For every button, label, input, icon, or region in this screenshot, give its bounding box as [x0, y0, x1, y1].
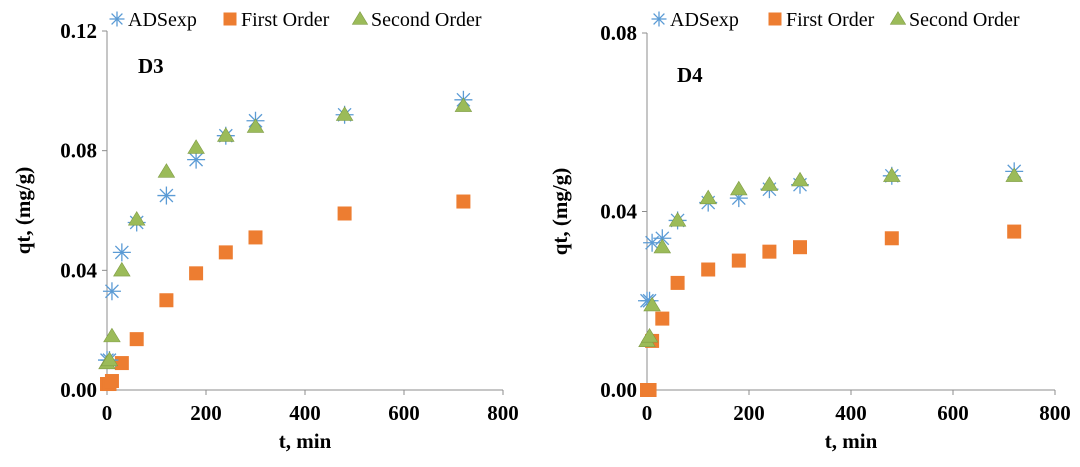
data-point-square [642, 383, 657, 397]
data-point-triangle [103, 327, 121, 343]
data-point-square [655, 311, 670, 326]
data-point-square [248, 230, 263, 245]
data-point-triangle [100, 351, 119, 367]
y-axis-title: qt, (mg/g) [11, 167, 35, 255]
data-point-square [701, 262, 716, 277]
data-point-asterisk [102, 282, 121, 301]
x-axis-title: t, min [825, 429, 878, 453]
data-point-square [793, 240, 807, 255]
x-tick-label: 600 [388, 401, 420, 425]
legend-marker-triangle [351, 11, 369, 25]
chart-d3: 0 200 400 600 800 0.00 0.04 0.08 0.12 t, min qt, (… [11, 9, 519, 453]
legend-marker-triangle [889, 11, 907, 25]
x-tick-label: 200 [190, 401, 222, 425]
x-tick-label: 800 [1039, 401, 1071, 425]
data-point-square [189, 266, 204, 281]
data-point-triangle [699, 189, 717, 205]
data-point-square [670, 275, 685, 290]
y-tick-label: 0.08 [60, 139, 97, 163]
data-point-triangle [454, 97, 473, 112]
y-tick-label: 0.08 [600, 21, 637, 45]
data-point-square [762, 244, 777, 259]
data-point-triangle [187, 139, 205, 154]
data-point-triangle [127, 211, 146, 226]
data-point-square [1007, 224, 1022, 239]
legend-label: ADSexp [670, 9, 739, 31]
panel-annotation: D4 [677, 63, 703, 87]
data-point-triangle [730, 180, 748, 196]
legend-label: First Order [241, 9, 330, 31]
data-point-triangle [246, 118, 265, 133]
x-tick-label: 0 [642, 401, 653, 425]
x-tick-label: 0 [102, 401, 113, 425]
legend-marker-asterisk [109, 11, 125, 27]
y-axis-title: qt, (mg/g) [548, 168, 572, 256]
legend-label: Second Order [909, 9, 1020, 31]
x-axis-title: t, min [279, 429, 332, 453]
data-point-square [731, 253, 746, 268]
data-point-triangle [791, 171, 809, 187]
y-tick-label: 0.12 [60, 19, 97, 43]
data-point-square [337, 206, 352, 221]
y-tick-label: 0.00 [60, 378, 97, 402]
data-point-triangle [640, 327, 659, 343]
data-point-triangle [883, 167, 901, 182]
legend-marker-square [223, 12, 237, 26]
legend-label: First Order [786, 9, 875, 31]
data-point-square [129, 332, 144, 347]
data-point-triangle [113, 261, 131, 277]
legend-label: Second Order [371, 9, 482, 31]
data-point-triangle [653, 238, 672, 254]
chart-d4: 0 200 400 600 800 0.00 0.04 0.08 t, min qt, (mg/g… [548, 9, 1071, 453]
y-tick-label: 0.04 [600, 200, 637, 224]
x-tick-label: 400 [289, 401, 321, 425]
data-point-triangle [157, 163, 176, 178]
data-point-triangle [760, 176, 779, 191]
data-point-square [218, 245, 233, 260]
data-point-triangle [335, 106, 354, 121]
data-point-triangle [217, 127, 235, 142]
y-tick-label: 0.00 [600, 378, 637, 402]
x-tick-label: 600 [937, 401, 969, 425]
x-tick-label: 800 [487, 401, 519, 425]
data-point-square [114, 356, 129, 371]
panel-annotation: D3 [138, 54, 164, 78]
data-point-triangle [643, 296, 661, 312]
legend-marker-asterisk [651, 11, 667, 27]
data-point-triangle [1005, 167, 1023, 182]
data-point-square [159, 293, 174, 308]
x-tick-label: 400 [835, 401, 867, 425]
data-point-square [884, 231, 899, 246]
legend-marker-square [768, 12, 782, 26]
data-point-square [104, 374, 119, 389]
x-tick-label: 200 [733, 401, 765, 425]
data-point-asterisk [653, 229, 672, 248]
legend-label: ADSexp [128, 9, 197, 31]
y-tick-label: 0.04 [60, 258, 97, 282]
data-point-asterisk [112, 243, 131, 262]
data-point-asterisk [157, 186, 176, 205]
data-point-triangle [668, 211, 687, 227]
data-point-square [456, 194, 471, 209]
